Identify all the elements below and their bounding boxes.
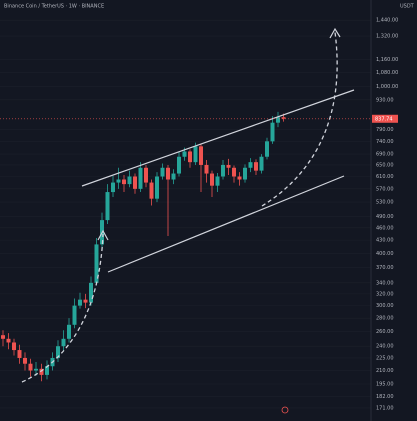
candle-body [182,151,187,157]
y-tick-label: 340.00 [376,280,394,286]
candle-body [254,162,258,171]
event-icon[interactable] [281,406,289,414]
y-tick-label: 740.00 [376,139,394,145]
y-tick-label: 790.00 [376,127,394,133]
candle-body [281,117,286,119]
candle-body [45,366,49,375]
candle-body [149,182,154,199]
candle-body [259,156,264,171]
candle-body [171,173,176,180]
y-tick-label: 1,000.00 [376,84,398,90]
arrow-head [329,27,341,39]
candle-body [199,146,203,165]
candle-body [144,167,148,183]
candle-body [1,335,5,339]
candle-body [39,368,44,375]
candle-body [94,244,99,283]
y-tick-label: 195.00 [376,382,394,388]
dashed-arrow [21,233,104,383]
y-tick-label: 610.00 [376,174,394,180]
arrow-head [97,229,109,241]
y-tick-label: 280.00 [376,316,394,322]
drawings [21,27,355,383]
candle-body [232,167,236,177]
last-price-label: 837.74 [375,116,393,122]
candle-body [221,164,225,177]
y-tick-label: 690.00 [376,152,394,158]
y-tick-label: 930.00 [376,97,394,103]
y-tick-label: 570.00 [376,186,394,192]
y-tick-label: 182.00 [376,394,394,400]
candle-body [177,156,181,174]
candle-body [270,122,275,142]
grid [0,19,371,409]
candle-body [237,176,242,180]
chart-title: Binance Coin / TetherUS · 1W · BINANCE [4,4,104,10]
candle-body [89,282,93,303]
candle-body [6,338,11,343]
candle-body [166,167,170,180]
candle-body [12,342,16,351]
candle-body [127,176,132,185]
y-tick-label: 240.00 [376,344,394,350]
y-tick-label: 1,160.00 [376,57,398,63]
candles [1,111,286,382]
y-tick-label: 650.00 [376,162,394,168]
y-tick-label: 490.00 [376,214,394,220]
candle-body [83,299,88,303]
candle-body [23,357,27,364]
y-tick-label: 530.00 [376,200,394,206]
candle-body [116,179,121,183]
currency-label: USDT [400,4,415,10]
candle-body [67,324,71,339]
candle-body [72,305,77,325]
y-tick-label: 260.00 [376,329,394,335]
candle-body [276,117,280,123]
y-tick-label: 400.00 [376,251,394,257]
candle-body [105,192,110,221]
candle-body [160,167,165,177]
y-tick-label: 225.00 [376,355,394,361]
candle-body [215,176,220,186]
y-tick-label: 430.00 [376,238,394,244]
candle-body [248,162,253,168]
dashed-arrow [261,31,338,207]
price-axis: 1,440.00 1,320.00 1,160.00 1,080.00 1,000.00… [376,18,398,412]
y-tick-label: 320.00 [376,291,394,297]
y-tick-label: 171.00 [376,405,394,411]
y-tick-label: 300.00 [376,303,394,309]
lower-trendline [107,175,345,273]
candle-body [155,176,159,199]
candle-body [122,179,126,185]
y-tick-label: 1,320.00 [376,34,398,40]
candle-body [210,173,214,186]
y-tick-label: 370.00 [376,265,394,271]
candle-body [226,164,231,168]
y-tick-label: 1,080.00 [376,70,398,76]
y-tick-label: 1,440.00 [376,18,398,24]
candle-body [243,167,247,180]
candle-body [28,363,33,371]
candle-body [138,167,143,189]
candle-body [204,164,209,174]
last-price-box [372,114,398,123]
upper-trendline [81,89,355,187]
candle-body [111,182,115,193]
candle-body [78,299,82,306]
candle-body [265,141,269,157]
y-tick-label: 210.00 [376,368,394,374]
candle-body [133,176,137,189]
candle-body [188,151,192,163]
candle-body [56,346,60,358]
candle-body [193,146,198,163]
candle-body [17,350,22,358]
y-tick-label: 460.00 [376,225,394,231]
candle-body [61,338,66,347]
candle-body [34,368,38,371]
